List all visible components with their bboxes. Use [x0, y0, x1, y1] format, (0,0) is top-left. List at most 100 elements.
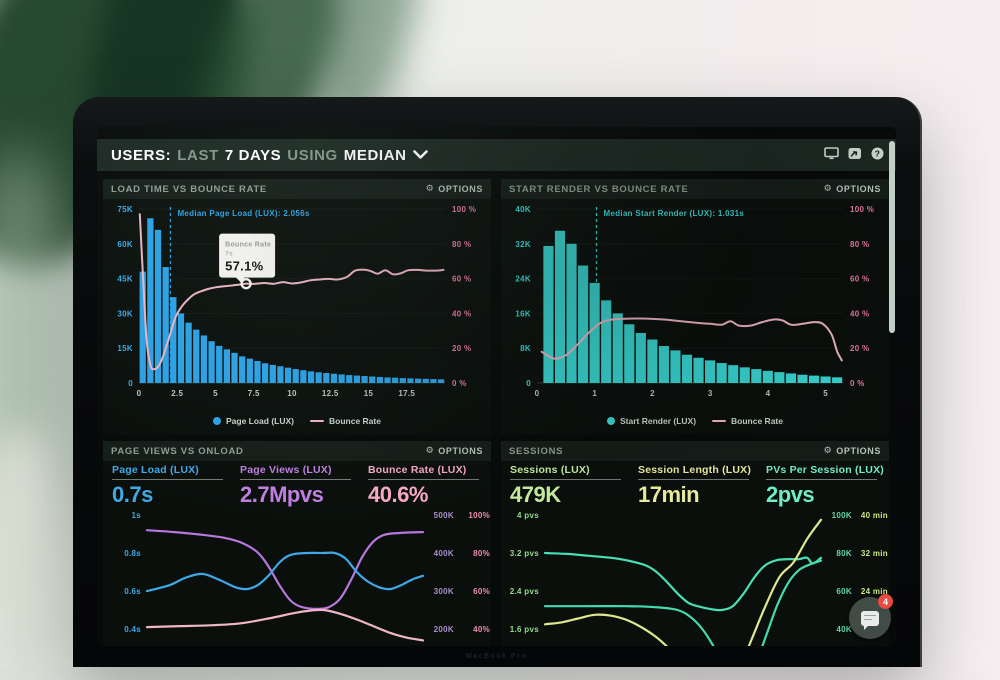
- options-button[interactable]: ⚙ OPTIONS: [823, 184, 881, 194]
- svg-text:16K: 16K: [515, 309, 531, 318]
- scrollbar[interactable]: [889, 141, 895, 333]
- svg-text:3.2 pvs: 3.2 pvs: [510, 549, 539, 558]
- metric-label: Page Views (LUX): [240, 464, 332, 476]
- metric-block: Page Load (LUX) 0.7s: [103, 461, 231, 507]
- panel-header: PAGE VIEWS VS ONLOAD ⚙ OPTIONS: [103, 441, 491, 461]
- metric-block: PVs Per Session (LUX) 2pvs: [757, 461, 885, 507]
- svg-text:100%: 100%: [468, 511, 490, 520]
- svg-text:5: 5: [213, 389, 218, 398]
- svg-text:0: 0: [535, 389, 540, 398]
- svg-text:3: 3: [708, 389, 713, 398]
- panel-sessions: SESSIONS ⚙ OPTIONS Sessions (LUX) 479K Sess…: [501, 441, 889, 646]
- svg-text:17.5: 17.5: [398, 389, 415, 398]
- svg-text:7s: 7s: [225, 251, 233, 258]
- metric-value: 40.6%: [368, 482, 428, 507]
- svg-text:24K: 24K: [515, 275, 531, 284]
- svg-text:60 %: 60 %: [452, 275, 471, 284]
- gear-icon: ⚙: [425, 184, 435, 194]
- chat-widget-button[interactable]: 4: [849, 594, 893, 639]
- legend-item: Bounce Rate: [712, 416, 783, 426]
- svg-text:100 %: 100 %: [850, 205, 874, 214]
- svg-text:40 %: 40 %: [452, 309, 471, 318]
- svg-text:24 min: 24 min: [861, 587, 888, 596]
- svg-text:12.5: 12.5: [322, 389, 339, 398]
- last-label: LAST: [177, 146, 219, 164]
- aggregation-value: MEDIAN: [343, 146, 407, 164]
- options-button[interactable]: ⚙ OPTIONS: [823, 446, 881, 456]
- metric-value: 2pvs: [766, 482, 815, 507]
- svg-text:8K: 8K: [520, 344, 531, 353]
- svg-text:4 pvs: 4 pvs: [517, 511, 539, 520]
- svg-text:2.4 pvs: 2.4 pvs: [510, 587, 539, 596]
- svg-text:2: 2: [650, 389, 655, 398]
- svg-text:Median Page Load (LUX): 2.056s: Median Page Load (LUX): 2.056s: [177, 209, 309, 218]
- gear-icon: ⚙: [425, 446, 435, 456]
- svg-text:1.6 pvs: 1.6 pvs: [510, 625, 539, 634]
- svg-text:80 %: 80 %: [452, 240, 471, 249]
- legend-line-icon: [310, 419, 325, 423]
- metrics-row: Sessions (LUX) 479K Session Length (LUX) 17…: [501, 461, 889, 507]
- svg-text:20 %: 20 %: [452, 344, 471, 353]
- svg-text:57.1%: 57.1%: [225, 259, 264, 274]
- svg-text:5: 5: [823, 389, 828, 398]
- chevron-down-icon[interactable]: [412, 150, 428, 160]
- options-button[interactable]: ⚙ OPTIONS: [425, 184, 483, 194]
- svg-text:60K: 60K: [117, 240, 133, 249]
- svg-text:30K: 30K: [117, 309, 133, 318]
- svg-text:500K: 500K: [434, 511, 454, 520]
- panel-load-time: LOAD TIME VS BOUNCE RATE ⚙ OPTIONS 75K 100…: [103, 179, 491, 435]
- help-icon[interactable]: ?: [871, 147, 884, 160]
- svg-text:100 %: 100 %: [452, 205, 476, 214]
- svg-text:60 %: 60 %: [850, 275, 869, 284]
- days-value: 7 DAYS: [224, 146, 282, 164]
- svg-text:100K: 100K: [832, 511, 852, 520]
- svg-text:7.5: 7.5: [248, 389, 260, 398]
- chat-bubble-icon: [861, 610, 879, 630]
- metric-value: 2.7Mpvs: [240, 482, 324, 507]
- svg-text:400K: 400K: [434, 549, 454, 558]
- metric-rule: [240, 479, 351, 480]
- svg-text:40K: 40K: [515, 205, 531, 214]
- metric-label: Session Length (LUX): [638, 464, 752, 476]
- metric-block: Page Views (LUX) 2.7Mpvs: [231, 461, 359, 507]
- svg-text:10: 10: [287, 389, 297, 398]
- svg-text:32 min: 32 min: [861, 549, 888, 558]
- panel-header: SESSIONS ⚙ OPTIONS: [501, 441, 889, 461]
- svg-text:60%: 60%: [473, 587, 490, 596]
- svg-text:40K: 40K: [836, 625, 852, 634]
- metric-label: PVs Per Session (LUX): [766, 464, 884, 476]
- svg-text:80%: 80%: [473, 549, 490, 558]
- svg-text:80K: 80K: [836, 549, 852, 558]
- panel-header: START RENDER VS BOUNCE RATE ⚙ OPTIONS: [501, 179, 889, 199]
- legend-dot-icon: [606, 417, 615, 425]
- legend-line-icon: [712, 419, 727, 423]
- svg-text:40 %: 40 %: [850, 309, 869, 318]
- options-button[interactable]: ⚙ OPTIONS: [425, 446, 483, 456]
- users-label: USERS:: [111, 146, 172, 164]
- dashboard-title-dropdown[interactable]: USERS: LAST 7 DAYS USING MEDIAN: [111, 147, 428, 164]
- chart-legend: Page Load (LUX) Bounce Rate: [103, 409, 491, 433]
- legend-item: Page Load (LUX): [213, 416, 294, 426]
- gear-icon: ⚙: [823, 446, 833, 456]
- device-label: MacBook Pro: [465, 653, 528, 660]
- share-icon[interactable]: [848, 147, 862, 160]
- legend-dot-icon: [213, 417, 221, 425]
- display-icon[interactable]: [824, 147, 839, 160]
- metric-label: Bounce Rate (LUX): [368, 464, 467, 476]
- svg-text:75K: 75K: [117, 205, 133, 214]
- laptop: USERS: LAST 7 DAYS USING MEDIAN ?: [73, 97, 922, 667]
- legend-label: Bounce Rate: [731, 416, 783, 426]
- using-label: USING: [287, 146, 338, 164]
- svg-text:20 %: 20 %: [850, 344, 869, 353]
- svg-text:40%: 40%: [473, 625, 490, 634]
- load-time-chart: 75K 100 % 60K 80 % 45K 60 % 30K 40 % 15K 20 % 0 0 %…: [117, 205, 476, 398]
- dashboard-header: USERS: LAST 7 DAYS USING MEDIAN ?: [97, 139, 896, 171]
- svg-text:80 %: 80 %: [850, 240, 869, 249]
- metric-rule: [766, 479, 877, 480]
- legend-item: Start Render (LUX): [606, 416, 696, 426]
- svg-text:40 min: 40 min: [861, 511, 888, 520]
- svg-text:0 %: 0 %: [850, 379, 865, 388]
- legend-label: Page Load (LUX): [226, 416, 295, 426]
- svg-text:Median Start Render (LUX): 1.0: Median Start Render (LUX): 1.031s: [604, 209, 745, 218]
- notification-badge: 4: [878, 594, 893, 609]
